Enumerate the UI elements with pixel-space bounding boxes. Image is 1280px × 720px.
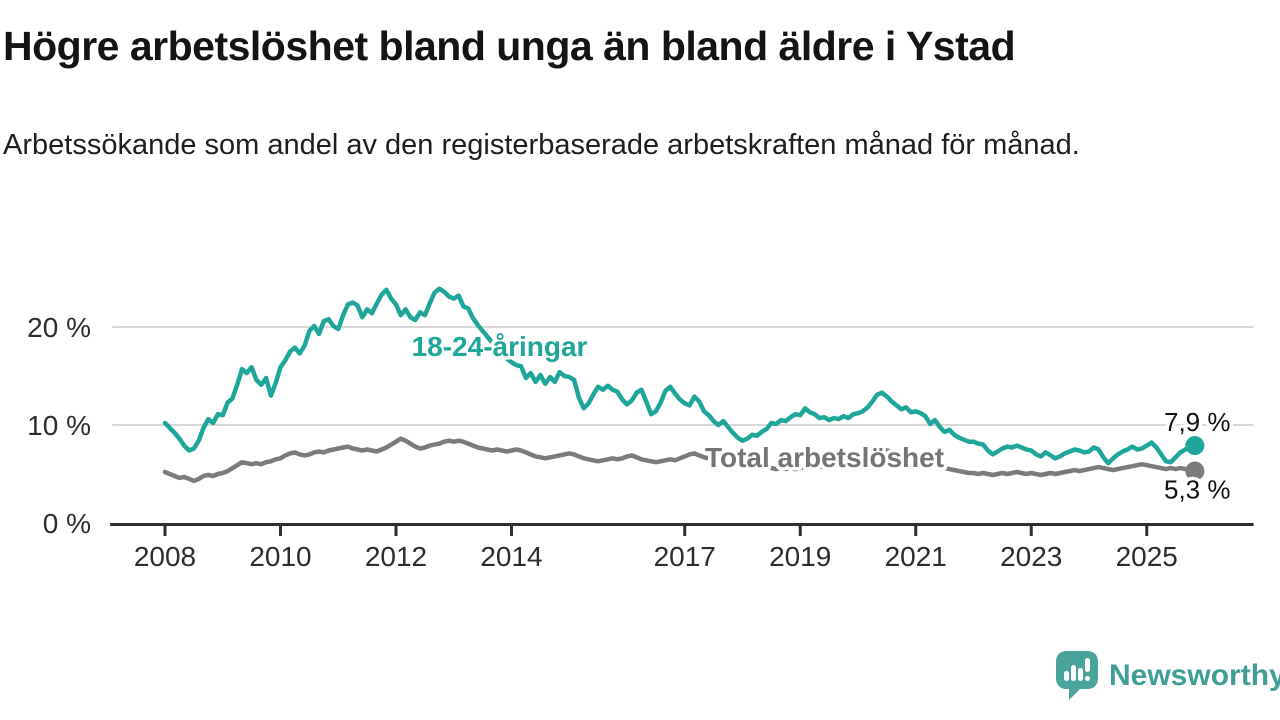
x-tick-label: 2012 — [365, 541, 427, 572]
end-value-label: 7,9 % — [1164, 407, 1231, 437]
series-label: 18-24-åringar — [412, 331, 588, 362]
x-axis-labels: 2008 2010 2012 2014 2017 2019 2021 2023 2025 — [134, 541, 1178, 572]
y-axis-labels: 0 % 10 % 20 % — [27, 312, 91, 539]
x-tick-label: 2010 — [249, 541, 311, 572]
x-axis — [110, 523, 1254, 536]
newsworthy-logo: Newsworthy — [1056, 650, 1280, 702]
page-title: Högre arbetslöshet bland unga än bland ä… — [3, 23, 1016, 69]
series-line — [162, 286, 1198, 466]
x-tick-label: 2023 — [1000, 541, 1062, 572]
logo-wordmark: Newsworthy — [1109, 659, 1280, 692]
series-label: Total arbetslöshet — [705, 442, 944, 473]
x-tick-label: 2019 — [769, 541, 831, 572]
series-lines — [162, 286, 1205, 484]
x-tick-label: 2025 — [1116, 541, 1178, 572]
y-tick-label: 0 % — [43, 508, 91, 539]
x-tick-label: 2008 — [134, 541, 196, 572]
end-value-label: 5,3 % — [1164, 475, 1231, 505]
x-tick-label: 2017 — [654, 541, 716, 572]
chart-annotations: 18-24-åringar Total arbetslöshet 7,9 % 5,3 … — [408, 327, 1234, 508]
series-end-dot — [1185, 436, 1205, 456]
x-tick-label: 2021 — [885, 541, 947, 572]
gridlines — [112, 326, 1254, 426]
y-tick-label: 20 % — [27, 312, 91, 343]
x-tick-label: 2014 — [480, 541, 542, 572]
chart-subtitle: Arbetssökande som andel av den registerb… — [3, 129, 1080, 161]
bar-chart-speech-bubble-icon — [1056, 651, 1098, 700]
series-end-dot — [1185, 461, 1205, 481]
series-line — [162, 436, 1198, 484]
y-tick-label: 10 % — [27, 410, 91, 441]
